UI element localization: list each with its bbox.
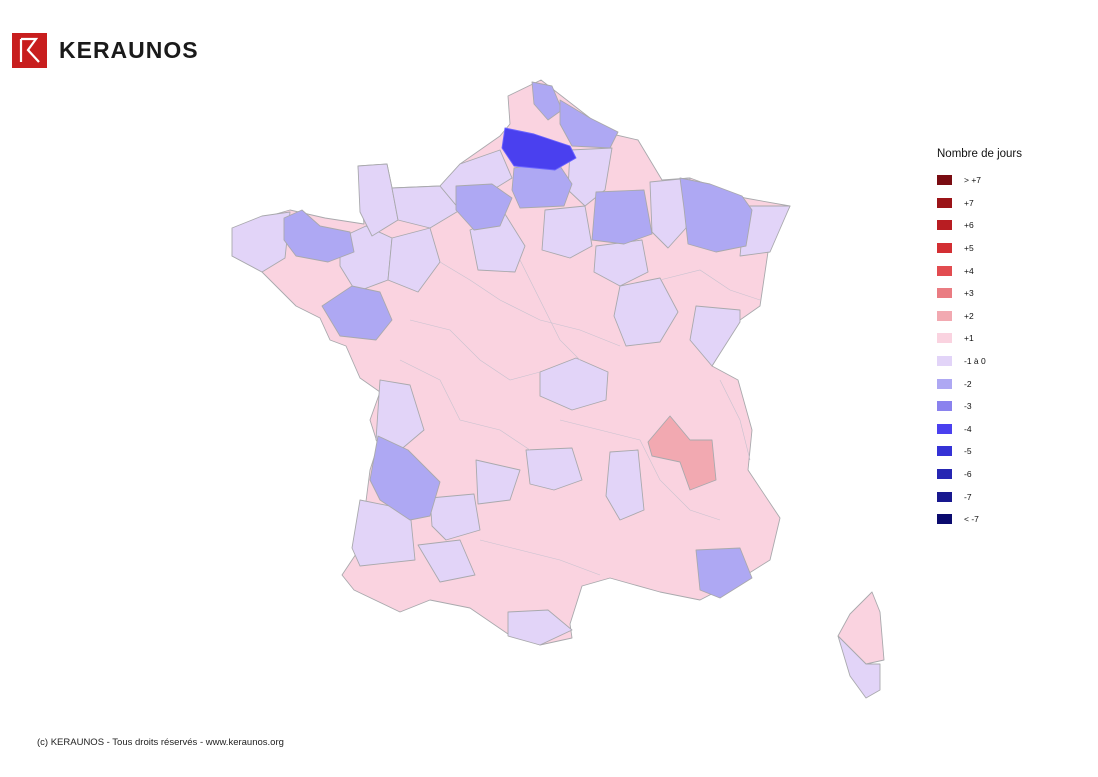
legend-swatch — [937, 220, 952, 231]
legend-label: -5 — [964, 446, 972, 457]
department — [695, 547, 753, 599]
department — [455, 183, 513, 231]
department — [613, 277, 679, 347]
legend-item: -3 — [937, 395, 1022, 418]
legend-item: > +7 — [937, 169, 1022, 192]
legend-swatch — [937, 469, 952, 480]
legend-title: Nombre de jours — [937, 148, 1023, 160]
department — [591, 189, 653, 245]
legend-item: +1 — [937, 327, 1022, 350]
legend-swatch — [937, 378, 952, 389]
department — [837, 635, 881, 699]
department — [689, 305, 741, 367]
department — [541, 205, 593, 259]
department — [531, 81, 563, 121]
department — [647, 415, 717, 491]
department — [321, 285, 393, 341]
legend-item: +2 — [937, 305, 1022, 328]
department — [507, 609, 573, 646]
legend-label: -7 — [964, 491, 972, 502]
legend-item: -1 à 0 — [937, 350, 1022, 373]
legend-item: +5 — [937, 237, 1022, 260]
legend-swatch — [937, 288, 952, 299]
brand-logo: KERAUNOS — [12, 32, 199, 68]
legend-swatch — [937, 310, 952, 321]
legend-label: > +7 — [964, 175, 982, 186]
department — [559, 99, 619, 149]
department — [231, 211, 291, 273]
keraunos-logo-icon — [12, 32, 47, 68]
legend-swatch — [937, 333, 952, 344]
legend-label: -2 — [964, 378, 972, 389]
department — [475, 459, 521, 505]
legend-swatch — [937, 423, 952, 434]
legend-label: -3 — [964, 401, 972, 412]
department — [283, 209, 355, 263]
brand-name: KERAUNOS — [59, 36, 199, 63]
legend-label: -1 à 0 — [964, 356, 986, 367]
map-legend: Nombre de jours > +7 +7 +6 +5 +4 +3 +2 +1 -1 à 0… — [937, 148, 1022, 531]
legend-label: +4 — [964, 265, 974, 276]
department — [525, 447, 583, 491]
legend-swatch — [937, 265, 952, 276]
legend-item: +7 — [937, 192, 1022, 215]
legend-label: +7 — [964, 197, 974, 208]
legend-label: +1 — [964, 333, 974, 344]
department — [429, 493, 481, 541]
legend-label: +6 — [964, 220, 974, 231]
department — [501, 127, 577, 171]
legend-item: +3 — [937, 282, 1022, 305]
legend-item: +6 — [937, 214, 1022, 237]
department — [369, 435, 441, 521]
department — [417, 539, 476, 583]
legend-item: -2 — [937, 372, 1022, 395]
legend-swatch — [937, 491, 952, 502]
legend-swatch — [937, 243, 952, 254]
legend-item: -7 — [937, 485, 1022, 508]
department — [593, 239, 649, 287]
legend-item: -5 — [937, 440, 1022, 463]
department — [539, 357, 609, 411]
legend-label: +5 — [964, 243, 974, 254]
legend-label: < -7 — [964, 514, 979, 525]
department — [605, 449, 645, 521]
copyright-footer: (c) KERAUNOS - Tous droits réservés - ww… — [37, 737, 284, 748]
legend-item: < -7 — [937, 508, 1022, 531]
department — [679, 177, 753, 253]
legend-swatch — [937, 446, 952, 457]
legend-swatch — [937, 175, 952, 186]
legend-label: +2 — [964, 310, 974, 321]
legend-swatch — [937, 401, 952, 412]
legend-label: +3 — [964, 288, 974, 299]
department — [387, 227, 441, 293]
legend-item: +4 — [937, 259, 1022, 282]
legend-swatch — [937, 197, 952, 208]
legend-item: -4 — [937, 418, 1022, 441]
legend-label: -6 — [964, 469, 972, 480]
department — [391, 185, 461, 229]
legend-swatch — [937, 514, 952, 525]
legend-swatch — [937, 356, 952, 367]
legend-item: -6 — [937, 463, 1022, 486]
legend-label: -4 — [964, 423, 972, 434]
